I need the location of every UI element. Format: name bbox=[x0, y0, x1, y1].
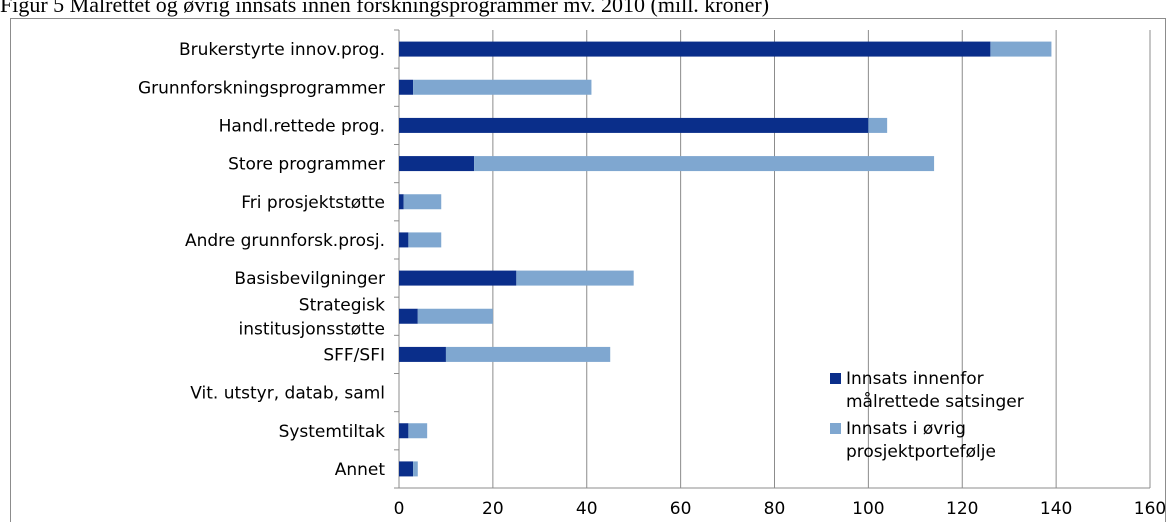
bar-targeted-5 bbox=[399, 232, 409, 248]
x-tick-label: 80 bbox=[764, 499, 786, 519]
category-label: SFF/SFI bbox=[323, 345, 385, 365]
category-label: Basisbevilgninger bbox=[234, 269, 385, 289]
x-tick-label: 60 bbox=[670, 499, 692, 519]
chart-frame bbox=[10, 18, 1166, 522]
x-tick-label: 20 bbox=[482, 499, 504, 519]
legend-label-line: Innsats i øvrig bbox=[846, 419, 966, 439]
bar-targeted-0 bbox=[399, 41, 991, 57]
category-label: Vit. utstyr, datab, saml bbox=[190, 384, 385, 404]
bar-targeted-6 bbox=[399, 270, 517, 286]
category-label: Grunnforskningsprogrammer bbox=[138, 78, 385, 98]
axes bbox=[394, 29, 1150, 489]
category-label-line: Andre grunnforsk.prosj. bbox=[185, 231, 385, 251]
category-label-line: Systemtiltak bbox=[279, 422, 386, 442]
category-label-line: Strategisk bbox=[299, 295, 385, 315]
bar-targeted-10 bbox=[399, 423, 409, 439]
bar-other-0 bbox=[990, 41, 1052, 57]
category-label-line: Vit. utstyr, datab, saml bbox=[190, 384, 385, 404]
bar-targeted-3 bbox=[399, 156, 475, 172]
legend: Innsats innenfor målrettede satsingerInns… bbox=[830, 369, 1024, 462]
legend-label-targeted: Innsats innenfor målrettede satsinger bbox=[846, 369, 1024, 412]
legend-swatch-other bbox=[830, 423, 841, 434]
category-label-line: Brukerstyrte innov.prog. bbox=[179, 40, 385, 60]
legend-label-line: Innsats innenfor bbox=[846, 369, 984, 389]
bar-other-3 bbox=[474, 156, 935, 172]
bar-other-2 bbox=[868, 117, 888, 133]
category-label-line: Basisbevilgninger bbox=[234, 269, 385, 289]
legend-label-line: prosjektportefølje bbox=[846, 442, 996, 462]
bar-targeted-7 bbox=[399, 308, 418, 324]
x-tick-label: 140 bbox=[1040, 499, 1072, 519]
x-tick-label: 120 bbox=[946, 499, 978, 519]
category-label-line: Store programmer bbox=[228, 155, 385, 175]
category-label: Systemtiltak bbox=[279, 422, 386, 442]
bars bbox=[399, 41, 1052, 477]
category-label: Strategisk institusjonsstøtte bbox=[238, 295, 385, 339]
bar-other-5 bbox=[408, 232, 442, 248]
x-tick-label: 160 bbox=[1134, 499, 1166, 519]
category-label: Store programmer bbox=[228, 155, 385, 175]
category-label-line: Grunnforskningsprogrammer bbox=[138, 78, 385, 98]
category-label-line: Annet bbox=[335, 460, 386, 480]
bar-targeted-8 bbox=[399, 346, 446, 362]
category-label-line: SFF/SFI bbox=[323, 345, 385, 365]
category-label: Andre grunnforsk.prosj. bbox=[185, 231, 385, 251]
category-labels: Brukerstyrte innov.prog. Grunnforskningsp… bbox=[138, 40, 385, 480]
bar-other-4 bbox=[403, 194, 442, 210]
legend-label-other: Innsats i øvrig prosjektportefølje bbox=[846, 419, 996, 462]
category-label: Brukerstyrte innov.prog. bbox=[179, 40, 385, 60]
bar-other-6 bbox=[516, 270, 634, 286]
figure-caption: Figur 5 Målrettet og øvrig innsats innen… bbox=[0, 0, 770, 17]
category-label-line: institusjonsstøtte bbox=[238, 319, 385, 339]
x-tick-label: 0 bbox=[394, 499, 405, 519]
bar-targeted-11 bbox=[399, 461, 414, 477]
legend-swatch-targeted bbox=[830, 373, 841, 384]
bar-other-8 bbox=[445, 346, 611, 362]
x-tick-labels: 0 20 40 60 80 100 120 140 160 bbox=[394, 499, 1167, 519]
x-tick-label: 40 bbox=[576, 499, 598, 519]
x-tick-label: 100 bbox=[852, 499, 884, 519]
legend-label-line: målrettede satsinger bbox=[846, 391, 1024, 412]
bar-targeted-4 bbox=[399, 194, 404, 210]
category-label-line: Fri prosjektstøtte bbox=[241, 193, 385, 213]
category-label: Fri prosjektstøtte bbox=[241, 193, 385, 213]
bar-other-10 bbox=[408, 423, 428, 439]
category-label: Handl.rettede prog. bbox=[219, 116, 385, 136]
bar-other-11 bbox=[413, 461, 418, 477]
category-label-line: Handl.rettede prog. bbox=[219, 116, 385, 136]
bar-targeted-1 bbox=[399, 79, 414, 95]
bar-other-1 bbox=[413, 79, 592, 95]
bar-other-7 bbox=[417, 308, 493, 324]
category-label: Annet bbox=[335, 460, 386, 480]
bar-targeted-2 bbox=[399, 117, 869, 133]
gridlines bbox=[492, 30, 1151, 488]
